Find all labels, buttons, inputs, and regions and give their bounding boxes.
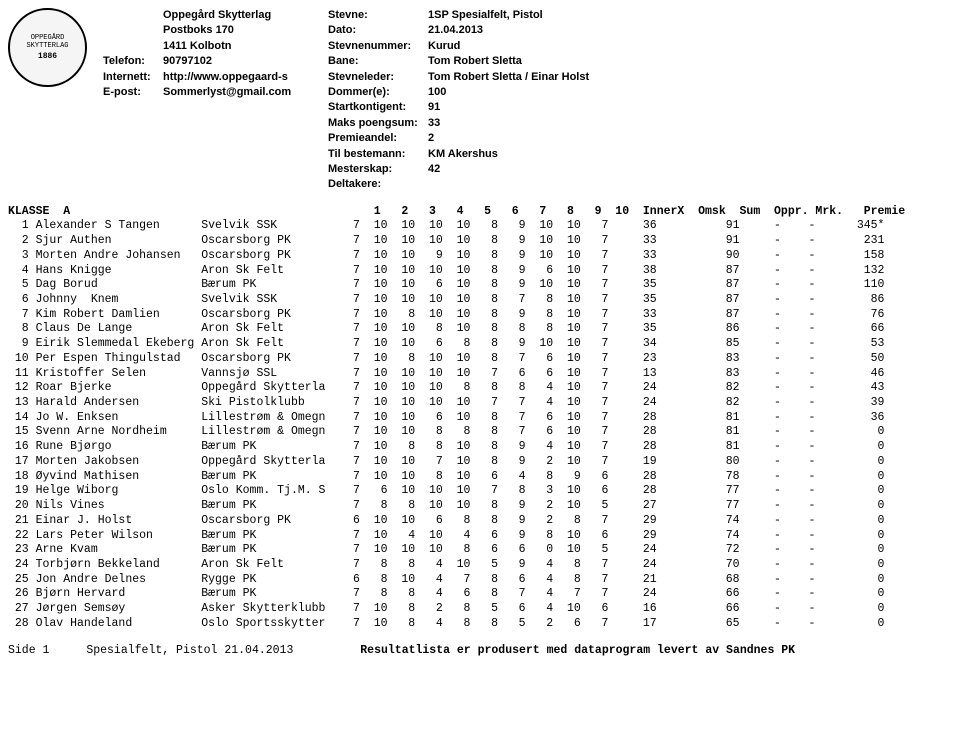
dommer-label: Dommer(e): — [328, 85, 428, 100]
org-city: 1411 Kolbotn — [163, 39, 328, 54]
stevne-label: Stevne: — [328, 8, 428, 23]
tilbestemann-label: Til bestemann: — [328, 147, 428, 162]
blank — [103, 23, 163, 38]
footer-title: Spesialfelt, Pistol 21.04.2013 — [86, 644, 293, 657]
results-table: KLASSE A 1 2 3 4 5 6 7 8 9 10 InnerX Oms… — [8, 205, 952, 632]
email-label: E-post: — [103, 85, 163, 100]
org-email: Sommerlyst@gmail.com — [163, 85, 328, 100]
meta-labels: Stevne: Dato: Stevnenummer: Bane: Stevne… — [328, 8, 428, 193]
maks-label: Maks poengsum: — [328, 116, 428, 131]
header: OPPEGÅRD SKYTTERLAG 1886 Telefon: Intern… — [8, 8, 952, 193]
org-address: Postboks 170 — [163, 23, 328, 38]
maks-value: 91 — [428, 100, 628, 115]
blank — [103, 8, 163, 23]
phone-label: Telefon: — [103, 54, 163, 69]
stevneleder-label: Stevneleder: — [328, 70, 428, 85]
tilbestemann-value: 2 — [428, 131, 628, 146]
deltakere-label: Deltakere: — [328, 177, 428, 192]
org-web: http://www.oppegaard-s — [163, 70, 328, 85]
footer: Side 1 Spesialfelt, Pistol 21.04.2013 Re… — [8, 644, 952, 657]
org-labels: Telefon: Internett: E-post: — [103, 8, 163, 193]
blank — [103, 39, 163, 54]
dato-label: Dato: — [328, 23, 428, 38]
mesterskap-value: KM Akershus — [428, 147, 628, 162]
club-logo: OPPEGÅRD SKYTTERLAG 1886 — [8, 8, 87, 87]
logo-year: 1886 — [38, 52, 57, 61]
startkontigent-label: Startkontigent: — [328, 100, 428, 115]
dato-value: 21.04.2013 — [428, 23, 628, 38]
web-label: Internett: — [103, 70, 163, 85]
footer-notice: Resultatlista er produsert med dataprogr… — [360, 644, 795, 657]
stevnenummer-label: Stevnenummer: — [328, 39, 428, 54]
org-name: Oppegård Skytterlag — [163, 8, 328, 23]
deltakere-value: 42 — [428, 162, 628, 177]
dommer-value: Tom Robert Sletta / Einar Holst — [428, 70, 628, 85]
premieandel-value: 33 — [428, 116, 628, 131]
premieandel-label: Premieandel: — [328, 131, 428, 146]
bane-label: Bane: — [328, 54, 428, 69]
bane-value: Kurud — [428, 39, 628, 54]
logo-text: OPPEGÅRD SKYTTERLAG — [10, 34, 85, 50]
stevne-value: 1SP Spesialfelt, Pistol — [428, 8, 628, 23]
startkontigent-value: 100 — [428, 85, 628, 100]
mesterskap-label: Mesterskap: — [328, 162, 428, 177]
info-block: Telefon: Internett: E-post: Oppegård Sky… — [103, 8, 628, 193]
page-number: Side 1 — [8, 644, 49, 657]
org-values: Oppegård Skytterlag Postboks 170 1411 Ko… — [163, 8, 328, 193]
org-phone: 90797102 — [163, 54, 328, 69]
meta-values: 1SP Spesialfelt, Pistol 21.04.2013 Kurud… — [428, 8, 628, 193]
stevneleder-value: Tom Robert Sletta — [428, 54, 628, 69]
